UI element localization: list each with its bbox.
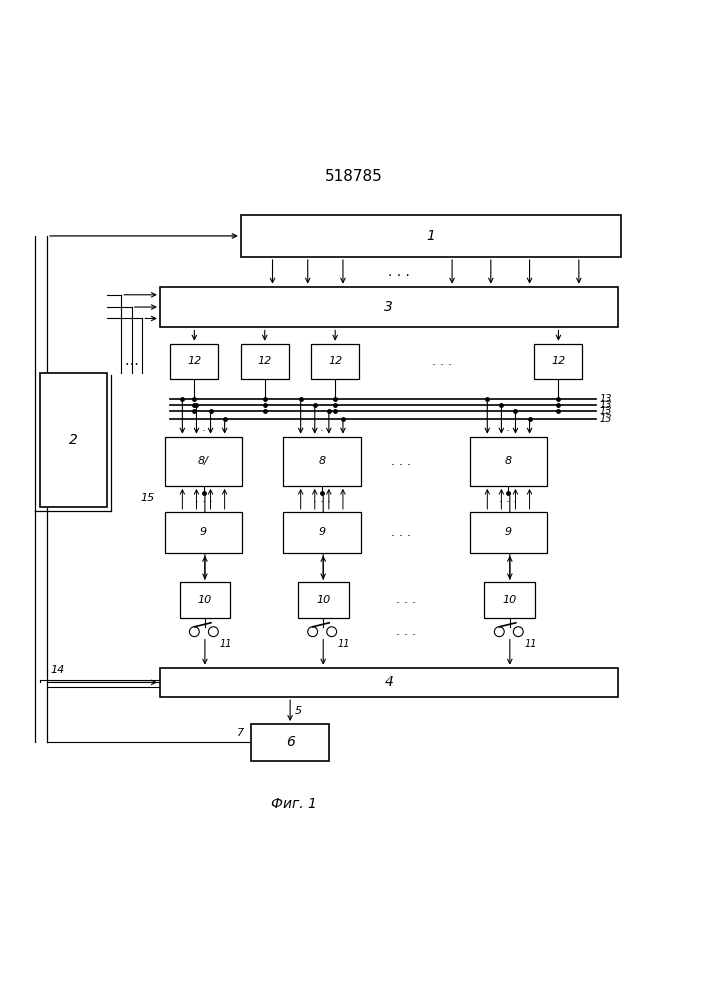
Text: . . .: . . . [388,265,410,279]
Text: Фиг. 1: Фиг. 1 [271,797,317,811]
Text: . . .: . . . [397,625,416,638]
FancyBboxPatch shape [298,582,349,618]
Text: . . .: . . . [194,494,212,504]
Text: 11: 11 [220,639,232,649]
FancyBboxPatch shape [484,582,535,618]
Text: . . .: . . . [499,494,518,504]
Text: 8/: 8/ [198,456,209,466]
FancyBboxPatch shape [165,512,243,553]
Text: . . .: . . . [392,526,411,539]
Text: . . .: . . . [392,455,411,468]
Text: 518785: 518785 [325,169,382,184]
Text: . . .: . . . [397,593,416,606]
Text: 10: 10 [316,595,330,605]
Text: 5: 5 [295,706,302,716]
FancyBboxPatch shape [283,512,361,553]
Text: 11: 11 [525,639,537,649]
FancyBboxPatch shape [170,344,218,379]
FancyBboxPatch shape [283,437,361,486]
Text: ⋯: ⋯ [124,356,139,370]
Text: 10: 10 [198,595,212,605]
FancyBboxPatch shape [40,373,107,507]
Text: 14: 14 [51,665,65,675]
Text: . . .: . . . [313,423,331,433]
Text: 10: 10 [503,595,517,605]
FancyBboxPatch shape [180,582,230,618]
FancyBboxPatch shape [165,437,243,486]
Text: . . .: . . . [499,423,518,433]
Text: 12: 12 [187,356,201,366]
FancyBboxPatch shape [469,512,547,553]
Text: 12: 12 [551,356,566,366]
Text: 4: 4 [385,675,393,689]
Text: . . .: . . . [194,423,212,433]
FancyBboxPatch shape [311,344,359,379]
Text: 9: 9 [505,527,512,537]
Text: . . .: . . . [431,355,452,368]
Text: 2: 2 [69,433,78,447]
Text: 13: 13 [600,406,612,416]
FancyBboxPatch shape [469,437,547,486]
Text: 9: 9 [318,527,325,537]
Text: 6: 6 [286,735,295,749]
Text: 3: 3 [385,300,393,314]
Text: ⋮: ⋮ [602,408,612,418]
FancyBboxPatch shape [241,344,288,379]
Text: 15: 15 [140,493,154,503]
Text: . . .: . . . [313,494,331,504]
FancyBboxPatch shape [241,215,621,257]
Text: 8: 8 [318,456,325,466]
Text: 13: 13 [600,414,612,424]
Text: 11: 11 [338,639,351,649]
Text: 13: 13 [600,400,612,410]
Text: 12: 12 [257,356,272,366]
Text: 12: 12 [328,356,342,366]
Text: 13: 13 [600,394,612,404]
Text: 9: 9 [200,527,207,537]
FancyBboxPatch shape [160,287,618,327]
Text: 8: 8 [505,456,512,466]
Text: 1: 1 [426,229,436,243]
FancyBboxPatch shape [252,724,329,761]
FancyBboxPatch shape [160,668,618,697]
Text: 7: 7 [238,728,245,738]
FancyBboxPatch shape [534,344,583,379]
